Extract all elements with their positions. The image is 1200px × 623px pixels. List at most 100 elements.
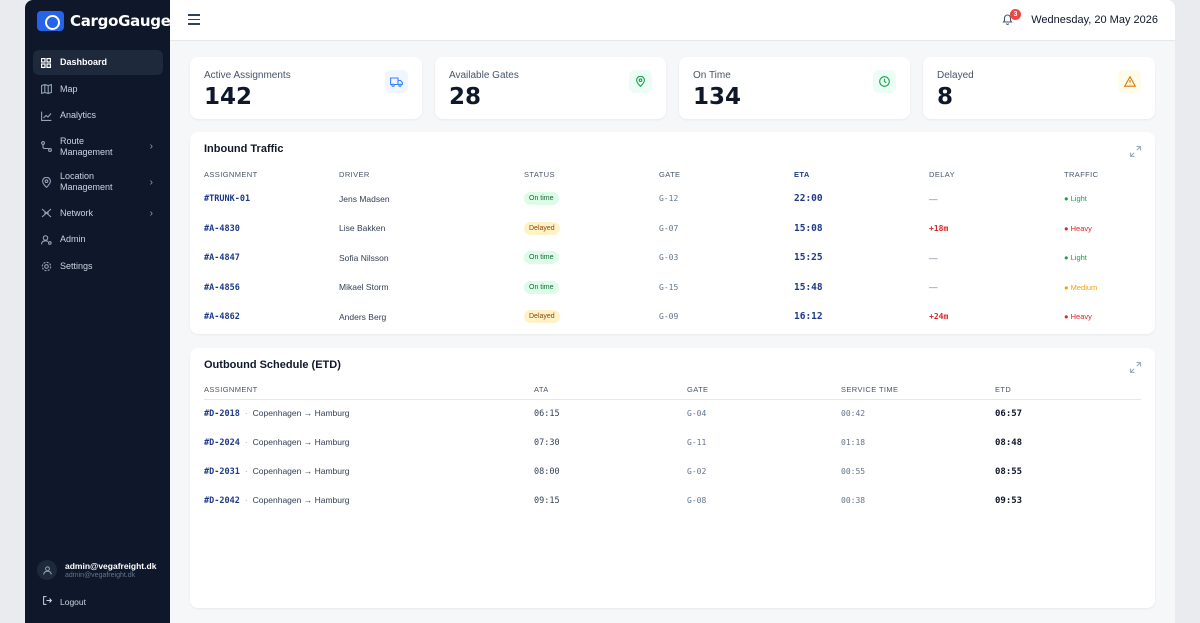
brand[interactable]: CargoGauge	[37, 11, 171, 31]
route-text: Copenhagen → Hamburg	[252, 466, 350, 476]
delay-cell: —	[929, 252, 938, 263]
column-header: GATE	[659, 170, 681, 179]
table-row[interactable]: #A-4862 Anders Berg Delayed G-09 16:12 +…	[204, 302, 1141, 332]
stat-label: Active Assignments	[204, 70, 291, 81]
assignment-link[interactable]: #D-2042	[204, 496, 240, 506]
eta-cell: 15:08	[794, 222, 823, 234]
table-row[interactable]: #A-4847 Sofia Nilsson On time G-03 15:25…	[204, 243, 1141, 273]
sidebar-item-settings[interactable]: Settings	[33, 254, 163, 279]
assignment-link[interactable]: #A-4830	[204, 223, 240, 234]
outbound-table: ASSIGNMENT ATA GATE SERVICE TIME ETD #D-…	[204, 380, 1141, 515]
table-row[interactable]: #D-2042 · Copenhagen → Hamburg 09:15 G-08 …	[204, 486, 1141, 515]
assignment-link[interactable]: #TRUNK-01	[204, 194, 251, 205]
grid-icon	[40, 57, 52, 69]
network-icon	[40, 207, 52, 219]
sidebar-item-analytics[interactable]: Analytics	[33, 103, 163, 128]
route-text: Copenhagen → Hamburg	[252, 495, 350, 505]
assignment-link[interactable]: #D-2018	[204, 409, 240, 420]
traffic-indicator: ● Medium	[1064, 282, 1098, 292]
service-time-cell: 00:42	[841, 409, 866, 419]
sidebar-item-admin[interactable]: Admin	[33, 227, 163, 252]
pin-icon	[40, 176, 52, 188]
expand-icon[interactable]	[1130, 144, 1141, 157]
notification-badge: 3	[1010, 9, 1021, 20]
stat-label: Available Gates	[449, 70, 519, 81]
table-row[interactable]: #D-2018 · Copenhagen → Hamburg 06:15 G-04 …	[204, 399, 1141, 428]
ata-cell: 08:00	[534, 466, 560, 477]
current-date: Wednesday, 20 May 2026	[1031, 14, 1158, 26]
traffic-indicator: ● Light	[1064, 253, 1087, 263]
status-badge: On time	[524, 280, 559, 294]
stat-label: Delayed	[937, 70, 974, 81]
column-header: DELAY	[929, 170, 956, 179]
user-gear-icon	[40, 234, 52, 246]
stat-card-available-gates: Available Gates 28	[435, 57, 666, 119]
assignment-link[interactable]: #A-4847	[204, 253, 240, 264]
sidebar-item-network[interactable]: Network ›	[33, 201, 163, 226]
clock-icon	[873, 70, 896, 93]
etd-cell: 06:57	[995, 408, 1023, 419]
warning-icon	[1118, 70, 1141, 93]
table-row[interactable]: #D-2031 · Copenhagen → Hamburg 08:00 G-02 …	[204, 457, 1141, 486]
menu-toggle-icon[interactable]	[188, 14, 200, 25]
map-icon	[40, 83, 52, 95]
driver-name: Mikael Storm	[339, 282, 389, 293]
stat-value: 28	[449, 84, 482, 110]
panel-title: Inbound Traffic	[204, 143, 284, 155]
gate-cell: G-12	[659, 194, 679, 204]
etd-cell: 08:48	[995, 437, 1023, 448]
gate-cell: G-15	[659, 282, 679, 292]
gate-cell: G-08	[687, 496, 707, 505]
stat-value: 8	[937, 84, 954, 110]
user-profile[interactable]: admin@vegafreight.dk admin@vegafreight.d…	[37, 560, 156, 580]
inbound-traffic-panel: Inbound Traffic ASSIGNMENT DRIVER STATUS…	[190, 132, 1155, 334]
table-row[interactable]: #A-4830 Lise Bakken Delayed G-07 15:08 +…	[204, 214, 1141, 244]
sidebar-item-location-management[interactable]: Location Management ›	[33, 165, 163, 199]
assignment-link[interactable]: #D-2024	[204, 438, 240, 448]
column-header: DRIVER	[339, 170, 370, 179]
traffic-indicator: ● Heavy	[1064, 223, 1092, 233]
user-name: admin@vegafreight.dk	[65, 561, 157, 571]
column-header: ATA	[534, 380, 687, 400]
column-header: TRAFFIC	[1064, 170, 1099, 179]
assignment-link[interactable]: #D-2031	[204, 467, 240, 477]
top-bar: 3 Wednesday, 20 May 2026	[170, 0, 1175, 41]
route-text: Copenhagen → Hamburg	[252, 408, 350, 419]
column-header: SERVICE TIME	[841, 380, 995, 400]
status-badge: On time	[524, 251, 559, 265]
assignment-link[interactable]: #A-4856	[204, 282, 240, 293]
sidebar-item-label: Admin	[60, 234, 86, 244]
delay-cell: +18m	[929, 223, 949, 233]
logout-button[interactable]: Logout	[43, 596, 86, 607]
table-row[interactable]: #D-2024 · Copenhagen → Hamburg 07:30 G-11 …	[204, 428, 1141, 457]
sidebar-item-map[interactable]: Map	[33, 77, 163, 102]
driver-name: Jens Madsen	[339, 193, 390, 204]
traffic-indicator: ● Light	[1064, 194, 1087, 204]
etd-cell: 09:53	[995, 495, 1023, 506]
status-badge: Delayed	[524, 221, 560, 235]
ata-cell: 07:30	[534, 437, 560, 448]
sidebar-item-route-management[interactable]: Route Management ›	[33, 130, 163, 164]
table-row[interactable]: #TRUNK-01 Jens Madsen On time G-12 22:00…	[204, 184, 1141, 214]
panel-title: Outbound Schedule (ETD)	[204, 359, 341, 371]
sidebar-item-dashboard[interactable]: Dashboard	[33, 50, 163, 75]
bell-icon[interactable]	[1002, 12, 1016, 26]
assignment-link[interactable]: #A-4862	[204, 312, 240, 323]
chevron-right-icon: ›	[149, 207, 153, 219]
route-icon	[40, 141, 52, 153]
inbound-table: ASSIGNMENT DRIVER STATUS GATE ETA DELAY …	[204, 165, 1141, 332]
sidebar-nav: Dashboard Map Analytics Route Management	[33, 50, 163, 280]
brand-name: CargoGauge	[70, 12, 171, 30]
column-header: STATUS	[524, 170, 555, 179]
stat-card-on-time: On Time 134	[679, 57, 910, 119]
driver-name: Lise Bakken	[339, 223, 386, 234]
app-window: CargoGauge Dashboard Map Analytics	[25, 0, 1175, 623]
gate-cell: G-02	[687, 467, 707, 476]
column-header-eta: ETA	[794, 170, 810, 179]
gate-cell: G-07	[659, 223, 679, 233]
expand-icon[interactable]	[1130, 360, 1141, 373]
table-row[interactable]: #A-4856 Mikael Storm On time G-15 15:48 …	[204, 273, 1141, 303]
truck-icon	[385, 70, 408, 93]
map-pin-icon	[629, 70, 652, 93]
sidebar-item-label: Location Management	[60, 171, 113, 192]
